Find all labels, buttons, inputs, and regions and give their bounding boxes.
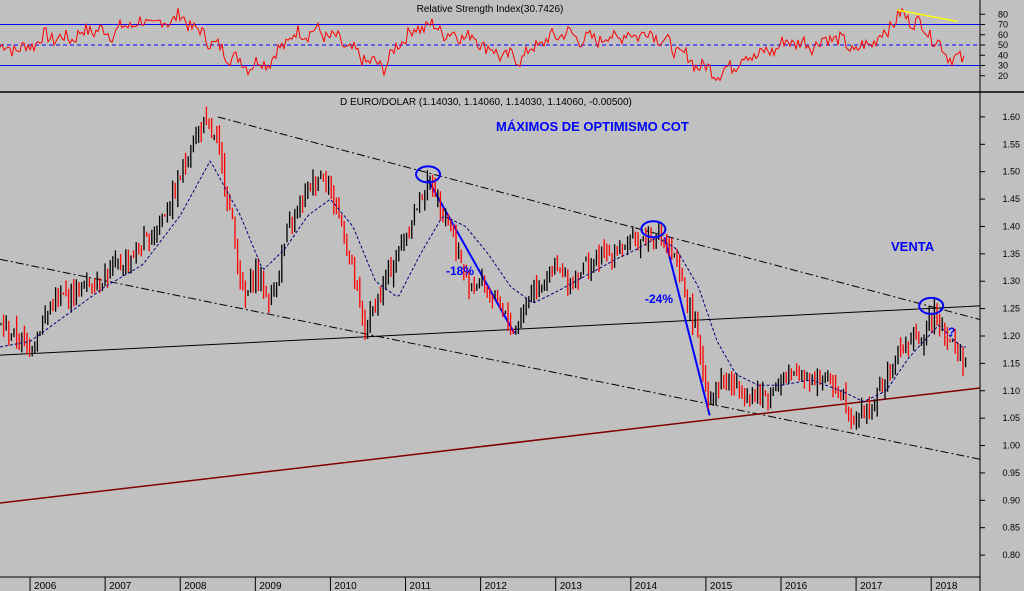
rsi-tick-label: 30 — [998, 61, 1008, 71]
price-tick-label: 0.85 — [1002, 523, 1020, 533]
price-tick-label: 1.50 — [1002, 167, 1020, 177]
x-axis: 2006 2007 2008 2009 2010 2011 2012 2013 2014 2015… — [29, 577, 958, 591]
peak-markers — [415, 165, 945, 315]
rsi-tick-label: 20 — [998, 71, 1008, 81]
optimism-annotation: MÁXIMOS DE OPTIMISMO COT — [496, 119, 689, 134]
trend-line-resistance — [217, 116, 981, 321]
rsi-tick-label: 40 — [998, 50, 1008, 60]
price-panel: D EURO/DOLAR (1.14030, 1.14060, 1.14030,… — [0, 97, 1020, 560]
x-tick-label: 2007 — [109, 581, 132, 591]
candles — [0, 106, 967, 430]
peak-marker — [415, 165, 442, 184]
x-tick-label: 2015 — [710, 581, 733, 591]
price-tick-label: 1.60 — [1002, 112, 1020, 122]
x-tick-label: 2006 — [34, 581, 57, 591]
trend-line-decline-2014 — [663, 237, 711, 416]
price-tick-label: 1.05 — [1002, 413, 1020, 423]
price-tick-label: 0.95 — [1002, 468, 1020, 478]
sell-annotation: VENTA — [891, 239, 935, 254]
price-tick-label: 1.20 — [1002, 331, 1020, 341]
moving-average-line — [0, 160, 966, 403]
rsi-panel: Relative Strength Index(30.7426) 2030405… — [0, 0, 1008, 90]
drop-24-annotation: -24% — [645, 292, 673, 306]
price-tick-label: 1.30 — [1002, 276, 1020, 286]
price-tick-label: 0.80 — [1002, 550, 1020, 560]
trend-lines — [0, 116, 981, 504]
x-tick-label: 2008 — [184, 581, 207, 591]
price-tick-label: 1.35 — [1002, 249, 1020, 259]
peak-marker — [918, 296, 945, 315]
rsi-tick-label: 70 — [998, 20, 1008, 30]
trend-line-lower-channel — [0, 258, 981, 460]
rsi-tick-label: 80 — [998, 9, 1008, 19]
rsi-divergence-line — [897, 9, 958, 23]
price-tick-label: 1.55 — [1002, 139, 1020, 149]
price-tick-label: 1.15 — [1002, 358, 1020, 368]
price-y-axis: 1.60 1.55 1.50 1.45 1.40 1.35 1.30 1.25 1.20 1.15… — [980, 112, 1020, 560]
x-tick-label: 2009 — [259, 581, 282, 591]
price-tick-label: 1.40 — [1002, 221, 1020, 231]
trend-line-neckline — [0, 305, 981, 356]
rsi-title: Relative Strength Index(30.7426) — [417, 4, 564, 15]
price-tick-label: 1.00 — [1002, 441, 1020, 451]
rsi-tick-label: 60 — [998, 30, 1008, 40]
drop-18-annotation: -18% — [446, 264, 474, 278]
x-tick-label: 2018 — [935, 581, 958, 591]
x-tick-label: 2017 — [860, 581, 883, 591]
price-tick-label: 1.25 — [1002, 304, 1020, 314]
question-annotation: ? — [948, 325, 955, 339]
x-tick-label: 2016 — [785, 581, 808, 591]
x-tick-label: 2010 — [334, 581, 357, 591]
rsi-line — [0, 7, 965, 82]
rsi-tick-label: 50 — [998, 40, 1008, 50]
price-tick-label: 1.10 — [1002, 386, 1020, 396]
peak-marker — [640, 220, 667, 239]
price-title: D EURO/DOLAR (1.14030, 1.14060, 1.14030,… — [340, 97, 632, 108]
trend-line-long-term-support — [0, 387, 981, 504]
x-tick-label: 2012 — [485, 581, 508, 591]
x-tick-label: 2014 — [635, 581, 658, 591]
price-tick-label: 1.45 — [1002, 194, 1020, 204]
x-tick-label: 2013 — [560, 581, 583, 591]
x-tick-label: 2011 — [410, 581, 432, 591]
price-tick-label: 0.90 — [1002, 495, 1020, 505]
